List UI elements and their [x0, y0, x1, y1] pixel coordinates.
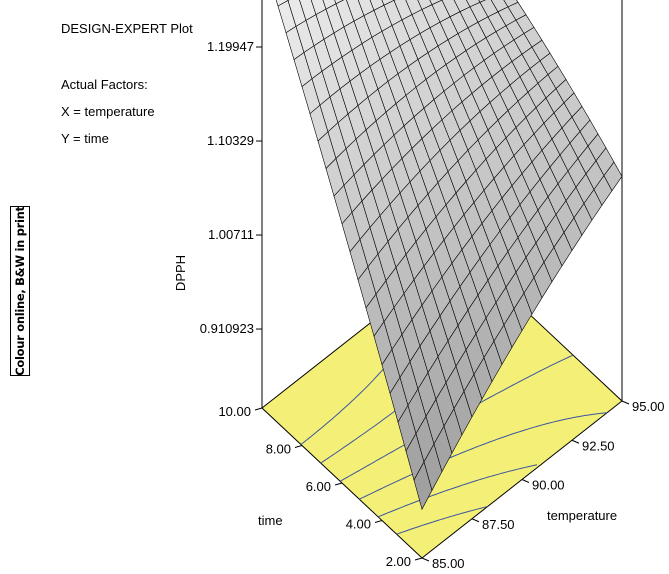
- time-axis-label: time: [258, 513, 283, 528]
- colour-note-box: Colour online, B&W in print: [10, 206, 30, 376]
- surface-cell: [603, 161, 623, 192]
- time-tick-mark: [334, 482, 343, 486]
- time-tick-label: 4.00: [346, 517, 371, 532]
- contour-line-2: [377, 464, 538, 518]
- z-tick-label: 1.00711: [208, 227, 254, 242]
- z-tick-label: 1.10329: [207, 133, 254, 148]
- temp-tick-label: 87.50: [482, 517, 515, 532]
- temperature-axis-label: temperature: [547, 508, 617, 523]
- time-tick-mark: [294, 445, 303, 448]
- temp-tick-mark: [521, 479, 530, 483]
- y-factor-label: Y = time: [61, 131, 109, 146]
- temp-tick-mark: [571, 439, 580, 444]
- temp-tick-mark: [621, 400, 630, 405]
- time-tick-label: 8.00: [266, 442, 291, 457]
- factors-heading: Actual Factors:: [61, 77, 148, 92]
- temp-tick-label: 90.00: [532, 478, 565, 493]
- time-tick-label: 10.00: [218, 404, 251, 419]
- time-tick-label: 6.00: [306, 479, 331, 494]
- temp-tick-label: 85.00: [432, 556, 465, 571]
- time-tick-label: 2.00: [386, 554, 411, 569]
- time-tick-mark: [254, 407, 263, 411]
- z-axis-label: DPPH: [173, 255, 188, 291]
- contour-line-1: [396, 506, 488, 535]
- temp-tick-label: 92.50: [582, 438, 615, 453]
- time-tick-mark: [414, 557, 423, 561]
- time-tick-mark: [374, 520, 383, 523]
- temp-tick-mark: [471, 518, 480, 523]
- x-factor-label: X = temperature: [61, 104, 155, 119]
- plot-title: DESIGN-EXPERT Plot: [61, 21, 193, 36]
- z-tick-label: 0.910923: [200, 321, 254, 336]
- temp-tick-mark: [421, 557, 430, 562]
- z-tick-label: 1.19947: [207, 39, 254, 54]
- temp-tick-label: 95.00: [632, 399, 665, 414]
